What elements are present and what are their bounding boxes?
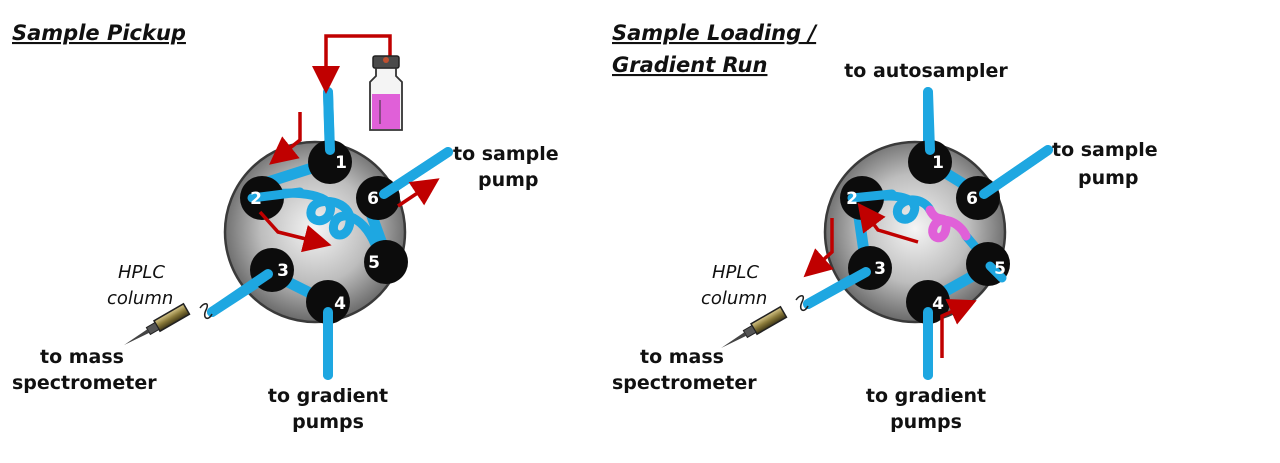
label-gradient-1-r: to gradient xyxy=(866,385,986,407)
label-mass-spec-1-r: to mass xyxy=(640,346,724,368)
label-hplc-1-r: HPLC xyxy=(712,262,759,283)
label-mass-spec-2-r: spectrometer xyxy=(612,372,757,394)
flow-arrow-gradient-in xyxy=(940,299,977,358)
port-label-6-r: 6 xyxy=(966,189,978,209)
sample-loop-pink xyxy=(925,205,971,243)
flow-arrow-out xyxy=(397,178,440,208)
right-hplc-column xyxy=(721,295,809,348)
column-tip-r xyxy=(721,332,747,348)
port-label-4: 4 xyxy=(334,294,346,314)
port-4 xyxy=(306,280,350,324)
sample-vial xyxy=(369,55,403,131)
label-to-sample-pump-1-r: to sample xyxy=(1052,139,1158,161)
port-label-2: 2 xyxy=(250,189,262,209)
port-5 xyxy=(364,240,408,284)
column-break-r xyxy=(795,295,809,312)
label-gradient-2-r: pumps xyxy=(890,411,962,433)
tube-stub-2 xyxy=(247,187,305,203)
right-ports: 1 2 3 4 5 6 xyxy=(803,87,1053,380)
flow-arrow-vial xyxy=(312,34,392,94)
flow-arrow-port1 xyxy=(269,112,302,165)
tube-stub-2-r xyxy=(847,189,897,203)
flow-arrow-to-column xyxy=(803,218,834,278)
tube-stub-5-r xyxy=(985,261,1007,283)
sample-loop-coil xyxy=(257,188,385,267)
column-body-r xyxy=(749,305,788,336)
channel-1-2 xyxy=(262,162,318,188)
column-break xyxy=(199,303,213,320)
left-hplc-column xyxy=(124,302,213,345)
port-label-1: 1 xyxy=(335,153,347,173)
port-label-5: 5 xyxy=(368,253,380,273)
port-label-6: 6 xyxy=(367,189,379,209)
port-1 xyxy=(308,140,352,184)
port-label-3: 3 xyxy=(277,261,289,281)
label-hplc-2: column xyxy=(107,288,173,309)
tube-stub-3-r xyxy=(803,267,871,309)
port-label-4-r: 4 xyxy=(932,294,944,314)
tube-stub-3 xyxy=(207,269,273,317)
left-ports: 1 2 3 4 5 6 xyxy=(207,87,453,380)
label-gradient-2: pumps xyxy=(292,411,364,433)
label-to-sample-pump-1: to sample xyxy=(453,143,559,165)
tube-stub-1-r xyxy=(923,87,935,155)
vial-sample xyxy=(372,94,400,129)
right-title-2: Gradient Run xyxy=(612,53,767,77)
tube-stub-6-r xyxy=(979,145,1053,199)
label-gradient-1: to gradient xyxy=(268,385,388,407)
column-fitting-r xyxy=(742,324,757,339)
port-4-r xyxy=(906,280,950,324)
label-autosampler: to autosampler xyxy=(844,60,1008,82)
label-hplc-1: HPLC xyxy=(118,262,165,283)
port-label-1-r: 1 xyxy=(932,153,944,173)
flow-arrow-loop-r xyxy=(857,202,919,244)
tube-stub-1 xyxy=(323,87,335,155)
port-label-5-r: 5 xyxy=(994,259,1006,279)
left-title: Sample Pickup xyxy=(12,21,186,45)
label-to-sample-pump-2: pump xyxy=(478,169,539,191)
left-flow-arrows xyxy=(258,34,440,253)
flow-arrow-loop xyxy=(258,210,332,253)
port-label-3-r: 3 xyxy=(874,259,886,279)
left-panel: Sample Pickup xyxy=(12,21,559,433)
label-mass-spec-2: spectrometer xyxy=(12,372,157,394)
label-to-sample-pump-2-r: pump xyxy=(1078,167,1139,189)
port-label-2-r: 2 xyxy=(846,189,858,209)
column-tip xyxy=(124,329,150,345)
right-panel: Sample Loading / Gradient Run xyxy=(612,21,1158,433)
right-flow-arrows xyxy=(803,202,977,358)
label-hplc-2-r: column xyxy=(701,288,767,309)
right-title-1: Sample Loading / xyxy=(612,21,818,45)
port-1-r xyxy=(908,140,952,184)
tube-stub-6 xyxy=(379,147,453,199)
label-mass-spec-1: to mass xyxy=(40,346,124,368)
sample-loop-blue xyxy=(855,191,935,224)
vial-septum xyxy=(383,57,389,63)
